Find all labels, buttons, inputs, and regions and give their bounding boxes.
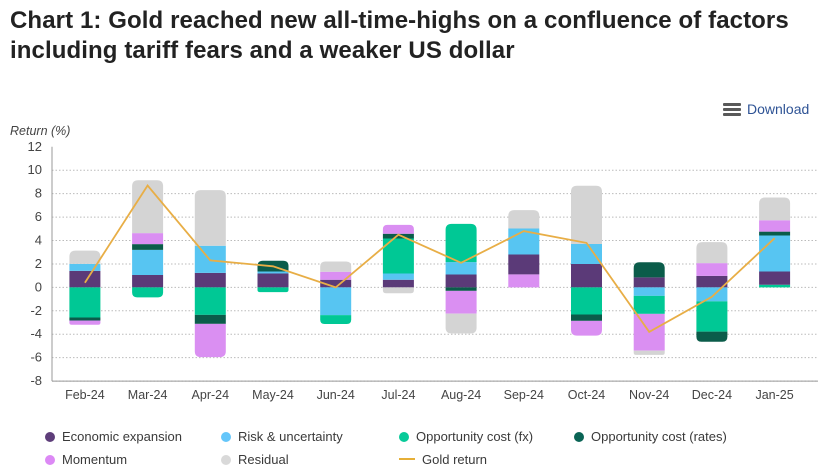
svg-text:2: 2 [35, 256, 42, 271]
svg-text:Jul-24: Jul-24 [381, 388, 415, 402]
svg-text:10: 10 [28, 162, 42, 177]
svg-text:8: 8 [35, 186, 42, 201]
svg-text:Dec-24: Dec-24 [692, 388, 732, 402]
svg-text:Oct-24: Oct-24 [568, 388, 606, 402]
svg-text:12: 12 [28, 139, 42, 154]
svg-text:Feb-24: Feb-24 [65, 388, 105, 402]
svg-text:-2: -2 [30, 303, 42, 318]
svg-text:Nov-24: Nov-24 [629, 388, 669, 402]
svg-text:-8: -8 [30, 373, 42, 388]
svg-text:May-24: May-24 [252, 388, 294, 402]
svg-text:6: 6 [35, 209, 42, 224]
svg-text:-6: -6 [30, 350, 42, 365]
svg-text:0: 0 [35, 279, 42, 294]
svg-text:Jan-25: Jan-25 [755, 388, 793, 402]
svg-text:-4: -4 [30, 326, 42, 341]
svg-text:Apr-24: Apr-24 [192, 388, 230, 402]
svg-text:4: 4 [35, 233, 42, 248]
svg-text:Sep-24: Sep-24 [504, 388, 544, 402]
svg-text:Jun-24: Jun-24 [317, 388, 355, 402]
svg-text:Aug-24: Aug-24 [441, 388, 481, 402]
svg-text:Mar-24: Mar-24 [128, 388, 168, 402]
